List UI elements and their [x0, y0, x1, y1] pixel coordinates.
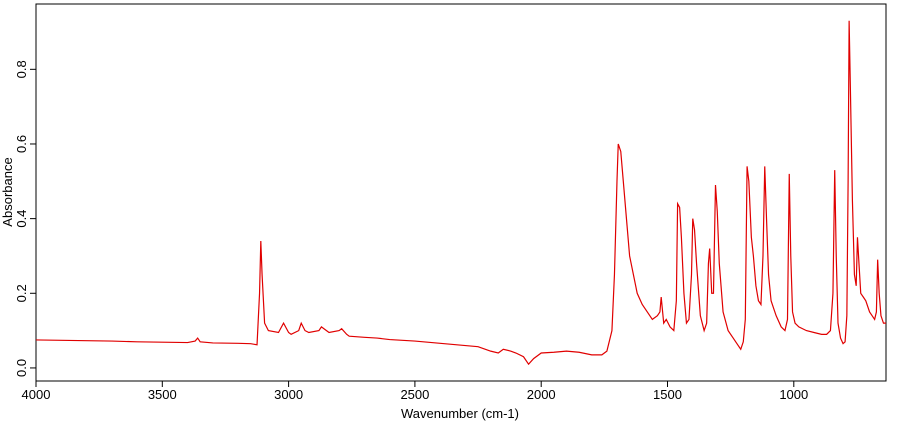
- x-tick-label: 3500: [148, 387, 177, 402]
- x-tick-label: 2500: [400, 387, 429, 402]
- x-tick-label: 1500: [653, 387, 682, 402]
- spectrum-line: [35, 20, 886, 366]
- y-tick-label: 0.8: [14, 60, 29, 78]
- y-tick-label: 0.0: [14, 359, 29, 377]
- x-tick-label: 3000: [274, 387, 303, 402]
- y-tick-label: 0.2: [14, 284, 29, 302]
- x-tick-label: 1000: [779, 387, 808, 402]
- x-axis-label: Wavenumber (cm-1): [401, 406, 519, 421]
- x-tick-label: 2000: [527, 387, 556, 402]
- y-tick-label: 0.4: [14, 210, 29, 228]
- y-tick-label: 0.6: [14, 135, 29, 153]
- plot-frame: [35, 3, 887, 382]
- x-tick-label: 4000: [22, 387, 51, 402]
- y-axis-label: Absorbance: [0, 157, 15, 226]
